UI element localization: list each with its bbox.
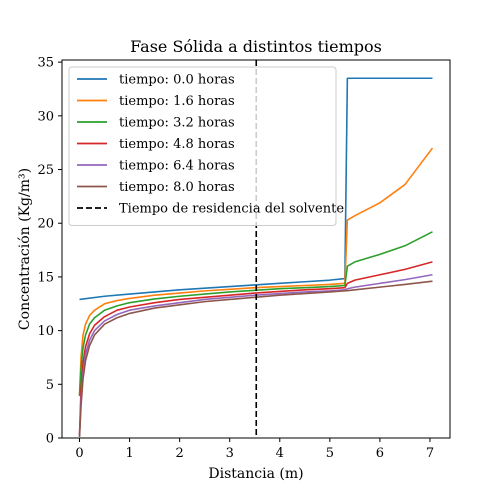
series-line-6 [78,280,433,437]
y-tick-label: 5 [46,378,54,393]
x-tick-label: 3 [226,446,234,461]
legend-box [68,66,337,226]
x-tick-label: 4 [276,446,284,461]
y-axis: 0 5 10 15 20 25 30 35 [37,56,62,447]
x-tick-label: 6 [376,446,384,461]
legend-label-6: tiempo: 8.0 horas [119,180,235,195]
series-line-1 [79,77,433,301]
x-tick-label: 7 [426,446,434,461]
series-line-5 [78,273,433,436]
x-tick-label: 2 [176,446,184,461]
series-line-2 [78,147,434,396]
x-tick-label: 1 [125,446,133,461]
y-axis-label: Concentración (Kg/m³) [17,168,33,330]
x-axis-label: Distancia (m) [208,466,303,482]
legend-label-5: tiempo: 6.4 horas [119,159,235,174]
x-tick-label: 5 [326,446,334,461]
legend: tiempo: 0.0 horas tiempo: 1.6 horas tiempo… [68,66,344,226]
legend-label-2: tiempo: 1.6 horas [119,94,235,109]
plot-area [78,60,434,438]
y-tick-label: 20 [37,217,54,232]
y-tick-label: 15 [37,270,54,285]
x-axis: 0 1 2 3 4 5 6 7 [75,438,434,461]
legend-label-3: tiempo: 3.2 horas [119,116,235,131]
series-line-3 [78,231,433,397]
y-tick-label: 10 [37,324,54,339]
plot-frame [61,59,451,439]
series-layer [78,60,434,438]
y-tick-label: 25 [37,163,54,178]
y-tick-label: 35 [37,56,54,71]
legend-label-7: Tiempo de residencia del solvente [119,202,344,217]
series-line-4 [78,261,433,435]
chart-title: Fase Sólida a distintos tiempos [130,37,382,56]
legend-label-1: tiempo: 0.0 horas [119,73,235,88]
y-tick-label: 0 [46,432,54,447]
x-tick-label: 0 [75,446,83,461]
legend-label-4: tiempo: 4.8 horas [119,137,235,152]
y-tick-label: 30 [37,109,54,124]
